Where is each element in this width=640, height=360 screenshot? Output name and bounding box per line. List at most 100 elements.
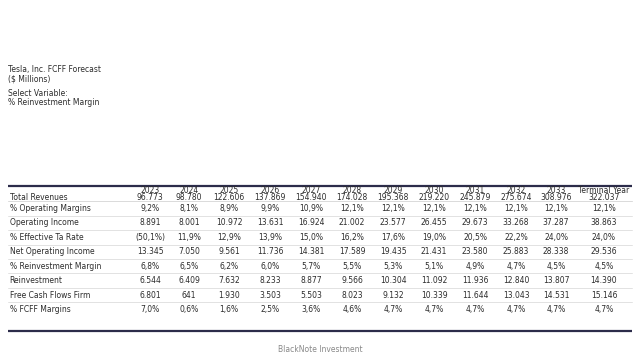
Text: 4,7%: 4,7% bbox=[595, 305, 614, 314]
Text: 2028: 2028 bbox=[342, 186, 362, 195]
Text: 21.002: 21.002 bbox=[339, 219, 365, 228]
Text: 2033: 2033 bbox=[547, 186, 566, 195]
Text: 29.536: 29.536 bbox=[591, 247, 617, 256]
Text: Total Revenues: Total Revenues bbox=[10, 193, 67, 202]
Text: 19.435: 19.435 bbox=[380, 247, 406, 256]
Text: 9.561: 9.561 bbox=[218, 247, 240, 256]
Text: 38.863: 38.863 bbox=[591, 219, 617, 228]
Text: 4,7%: 4,7% bbox=[547, 305, 566, 314]
Text: Tesla, Inc. FCFF Forecast: Tesla, Inc. FCFF Forecast bbox=[8, 65, 101, 74]
Text: 12,1%: 12,1% bbox=[592, 204, 616, 213]
Text: 19,0%: 19,0% bbox=[422, 233, 446, 242]
Text: Reinvestment: Reinvestment bbox=[10, 276, 63, 285]
Text: 275.674: 275.674 bbox=[500, 193, 532, 202]
Text: 4,9%: 4,9% bbox=[465, 262, 484, 271]
Text: Operating Income: Operating Income bbox=[10, 219, 78, 228]
Text: 9,2%: 9,2% bbox=[141, 204, 160, 213]
Text: 9.566: 9.566 bbox=[341, 276, 363, 285]
Text: Terminal Year: Terminal Year bbox=[579, 186, 630, 195]
Text: 37.287: 37.287 bbox=[543, 219, 570, 228]
Text: 6.801: 6.801 bbox=[140, 291, 161, 300]
Text: 21.431: 21.431 bbox=[421, 247, 447, 256]
Text: 2024: 2024 bbox=[180, 186, 199, 195]
Text: 308.976: 308.976 bbox=[540, 193, 572, 202]
Text: 17.589: 17.589 bbox=[339, 247, 365, 256]
Text: 13.807: 13.807 bbox=[543, 276, 570, 285]
Text: 4,5%: 4,5% bbox=[595, 262, 614, 271]
Text: % Reinvestment Margin: % Reinvestment Margin bbox=[8, 98, 100, 107]
Text: 10.339: 10.339 bbox=[420, 291, 447, 300]
Text: 0,6%: 0,6% bbox=[180, 305, 199, 314]
Text: 23.577: 23.577 bbox=[380, 219, 406, 228]
Text: 7.050: 7.050 bbox=[179, 247, 200, 256]
Text: 6,0%: 6,0% bbox=[260, 262, 280, 271]
Text: 2025: 2025 bbox=[220, 186, 239, 195]
Text: Free Cash Flows Firm: Free Cash Flows Firm bbox=[10, 291, 90, 300]
Text: 322.037: 322.037 bbox=[588, 193, 620, 202]
Text: 4,7%: 4,7% bbox=[465, 305, 484, 314]
Text: 14.381: 14.381 bbox=[298, 247, 324, 256]
Text: 33.268: 33.268 bbox=[503, 219, 529, 228]
Text: % Reinvestment Margin: % Reinvestment Margin bbox=[10, 262, 101, 271]
Text: 8,9%: 8,9% bbox=[220, 204, 239, 213]
Text: 13,9%: 13,9% bbox=[258, 233, 282, 242]
Text: 2030: 2030 bbox=[424, 186, 444, 195]
Text: 8.001: 8.001 bbox=[179, 219, 200, 228]
Text: 15.146: 15.146 bbox=[591, 291, 617, 300]
Text: 245.879: 245.879 bbox=[460, 193, 491, 202]
Text: BlackNote Investment: BlackNote Investment bbox=[278, 345, 362, 354]
Text: 16,2%: 16,2% bbox=[340, 233, 364, 242]
Text: 24,0%: 24,0% bbox=[544, 233, 568, 242]
Text: 16.924: 16.924 bbox=[298, 219, 324, 228]
Text: 2026: 2026 bbox=[260, 186, 280, 195]
Text: 15,0%: 15,0% bbox=[299, 233, 323, 242]
Text: 219.220: 219.220 bbox=[419, 193, 450, 202]
Text: 2029: 2029 bbox=[383, 186, 403, 195]
Text: 11,9%: 11,9% bbox=[177, 233, 201, 242]
Text: 8.233: 8.233 bbox=[259, 276, 281, 285]
Text: 24,0%: 24,0% bbox=[592, 233, 616, 242]
Text: 98.780: 98.780 bbox=[176, 193, 202, 202]
Text: 174.028: 174.028 bbox=[337, 193, 368, 202]
Text: 11.736: 11.736 bbox=[257, 247, 284, 256]
Text: (50,1%): (50,1%) bbox=[135, 233, 165, 242]
Text: 5.503: 5.503 bbox=[300, 291, 322, 300]
Text: 10.972: 10.972 bbox=[216, 219, 243, 228]
Text: 6.409: 6.409 bbox=[179, 276, 200, 285]
Text: 8.891: 8.891 bbox=[140, 219, 161, 228]
Text: 3.503: 3.503 bbox=[259, 291, 281, 300]
Text: 13.043: 13.043 bbox=[502, 291, 529, 300]
Text: 4,7%: 4,7% bbox=[506, 305, 525, 314]
Text: 8.023: 8.023 bbox=[341, 291, 363, 300]
Text: Net Operating Income: Net Operating Income bbox=[10, 247, 94, 256]
Text: 5,3%: 5,3% bbox=[383, 262, 403, 271]
Text: % Effective Ta Rate: % Effective Ta Rate bbox=[10, 233, 83, 242]
Text: 11.936: 11.936 bbox=[462, 276, 488, 285]
Text: 641: 641 bbox=[182, 291, 196, 300]
Text: 7,0%: 7,0% bbox=[141, 305, 160, 314]
Text: 22,2%: 22,2% bbox=[504, 233, 528, 242]
Text: 25.883: 25.883 bbox=[503, 247, 529, 256]
Text: 14.390: 14.390 bbox=[591, 276, 617, 285]
Text: 2023: 2023 bbox=[141, 186, 160, 195]
Text: 6,5%: 6,5% bbox=[180, 262, 199, 271]
Text: 26.455: 26.455 bbox=[420, 219, 447, 228]
Text: 17,6%: 17,6% bbox=[381, 233, 405, 242]
Text: 7.632: 7.632 bbox=[218, 276, 240, 285]
Text: 20,5%: 20,5% bbox=[463, 233, 487, 242]
Text: Select Variable:: Select Variable: bbox=[8, 89, 68, 98]
Text: 2031: 2031 bbox=[465, 186, 484, 195]
Text: 5,1%: 5,1% bbox=[424, 262, 444, 271]
Text: 9,9%: 9,9% bbox=[260, 204, 280, 213]
Text: 4,7%: 4,7% bbox=[424, 305, 444, 314]
Text: 2,5%: 2,5% bbox=[260, 305, 280, 314]
Text: 6,8%: 6,8% bbox=[141, 262, 160, 271]
Text: 4,7%: 4,7% bbox=[506, 262, 525, 271]
Text: 4,7%: 4,7% bbox=[383, 305, 403, 314]
Text: 5,5%: 5,5% bbox=[342, 262, 362, 271]
Text: 3,6%: 3,6% bbox=[301, 305, 321, 314]
Text: 12,9%: 12,9% bbox=[218, 233, 241, 242]
Text: 1,6%: 1,6% bbox=[220, 305, 239, 314]
Text: 13.631: 13.631 bbox=[257, 219, 284, 228]
Text: 154.940: 154.940 bbox=[296, 193, 327, 202]
